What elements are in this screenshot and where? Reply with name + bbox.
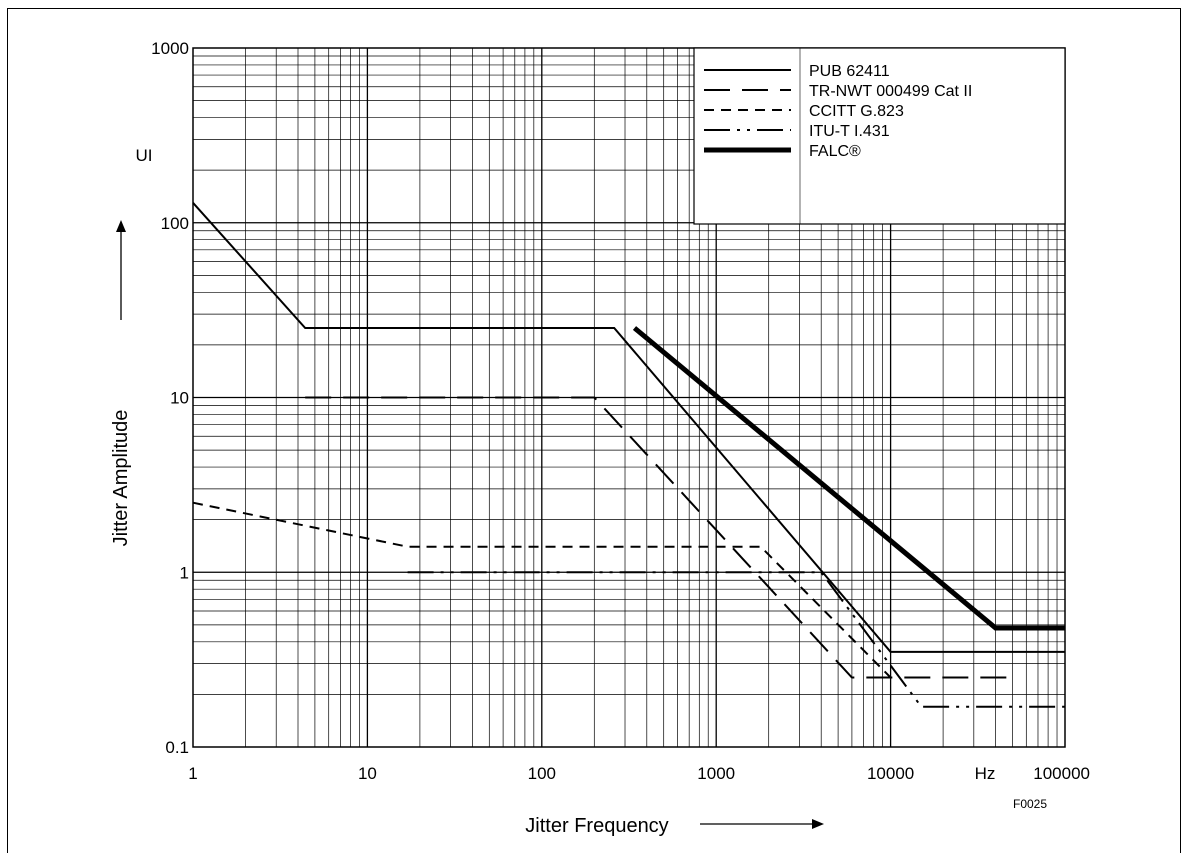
y-unit-label: UI <box>136 146 153 165</box>
figure-frame <box>7 8 1181 853</box>
x-axis-label: Jitter Frequency <box>525 815 668 837</box>
tick-labels: 1 10 100 1000 10000 100000 0.1 1 10 100 1000 Hz UI <box>136 39 1091 783</box>
y-tick-label: 1000 <box>151 39 189 58</box>
series-line-1 <box>192 202 1065 653</box>
series-line-3 <box>192 501 892 679</box>
plot-border <box>192 47 1066 748</box>
x-unit-label: Hz <box>975 764 996 783</box>
series-line-5 <box>632 326 1065 631</box>
legend-entry-4: ITU-T I.431 <box>809 123 890 140</box>
legend-entry-2: TR-NWT 000499 Cat II <box>809 83 972 100</box>
y-tick-label: 0.1 <box>165 738 189 757</box>
legend-entry-5: FALC® <box>809 143 861 160</box>
series-line-2 <box>305 396 1013 679</box>
y-tick-label: 100 <box>161 214 189 233</box>
x-tick-label: 1000 <box>697 764 735 783</box>
x-axis-arrowhead <box>812 819 824 829</box>
axis-labels: Jitter Frequency Jitter Amplitude F0025 <box>110 220 1047 837</box>
figure-id: F0025 <box>1013 797 1047 811</box>
x-tick-label: 1 <box>188 764 197 783</box>
legend: PUB 62411 TR-NWT 000499 Cat II CCITT G.823… <box>693 47 1066 225</box>
y-axis-label: Jitter Amplitude <box>110 410 132 547</box>
x-tick-label: 10 <box>358 764 377 783</box>
x-tick-label: 100 <box>528 764 556 783</box>
legend-box <box>693 47 1066 225</box>
y-axis-arrowhead <box>116 220 126 232</box>
x-tick-label: 10000 <box>867 764 914 783</box>
y-tick-label: 1 <box>180 563 189 582</box>
legend-entry-1: PUB 62411 <box>809 63 890 80</box>
series-lines <box>192 202 1065 708</box>
series-line-4 <box>407 571 1065 708</box>
y-tick-label: 10 <box>170 389 189 408</box>
x-tick-label: 100000 <box>1033 764 1090 783</box>
legend-entry-3: CCITT G.823 <box>809 103 904 120</box>
